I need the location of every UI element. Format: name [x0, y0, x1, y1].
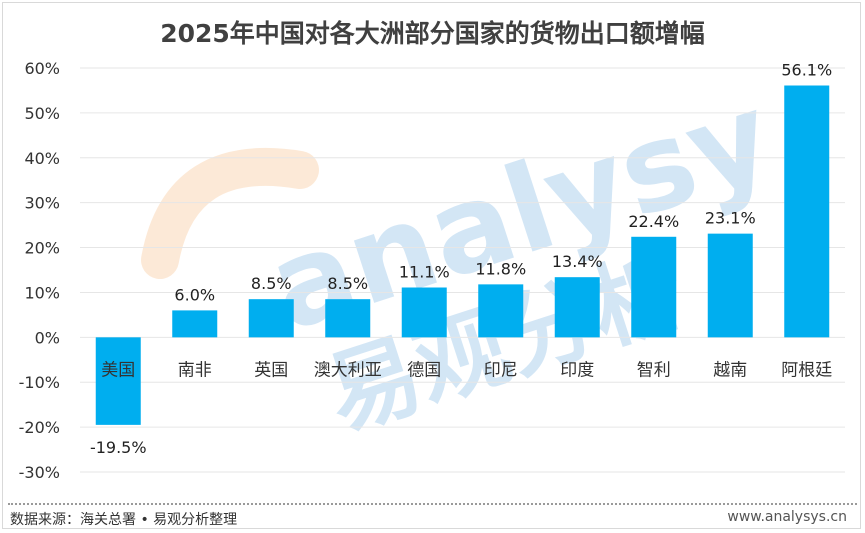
category-label: 英国 — [254, 360, 288, 380]
y-tick-label: 20% — [24, 239, 60, 258]
y-axis-ticks: 60% 50% 40% 30% 20% 10% 0% -10% -20% -30% — [19, 59, 60, 482]
y-tick-label: -30% — [19, 463, 60, 482]
data-label: 56.1% — [781, 61, 832, 80]
bar — [95, 337, 141, 425]
y-tick-label: 60% — [24, 59, 60, 78]
bar — [707, 233, 753, 338]
y-tick-label: 10% — [24, 283, 60, 302]
category-label: 德国 — [407, 360, 441, 380]
source-note: 数据来源：海关总署 • 易观分析整理 — [10, 512, 238, 528]
category-label: 阿根廷 — [781, 360, 832, 380]
y-tick-label: 30% — [24, 194, 60, 213]
y-tick-label: -10% — [19, 373, 60, 392]
category-label: 印度 — [560, 360, 594, 380]
data-label: 8.5% — [327, 274, 368, 293]
category-label: 美国 — [101, 360, 135, 380]
bars — [95, 85, 830, 425]
y-tick-label: 50% — [24, 104, 60, 123]
category-label: 越南 — [713, 360, 747, 380]
bar — [631, 236, 677, 338]
bar — [784, 85, 830, 338]
data-labels: -19.5% 6.0% 8.5% 8.5% 11.1% 11.8% 13.4% 22.4% 23… — [90, 61, 832, 457]
bar — [401, 287, 447, 338]
data-label: 23.1% — [705, 209, 756, 228]
data-label: 8.5% — [251, 274, 292, 293]
bar — [478, 284, 524, 338]
data-label: 11.1% — [399, 263, 450, 282]
category-labels: 美国 南非 英国 澳大利亚 德国 印尼 印度 智利 越南 阿根廷 — [101, 360, 832, 380]
bar-chart: 60% 50% 40% 30% 20% 10% 0% -10% -20% -30% -19.5% 6… — [19, 59, 845, 482]
site-url: www.analysys.cn — [727, 509, 847, 525]
y-tick-label: 40% — [24, 149, 60, 168]
data-label: -19.5% — [90, 438, 147, 457]
y-tick-label: 0% — [35, 328, 60, 347]
footer-divider — [8, 503, 857, 505]
category-label: 印尼 — [484, 360, 518, 380]
category-label: 智利 — [637, 360, 671, 380]
category-label: 澳大利亚 — [314, 360, 382, 380]
data-label: 11.8% — [475, 259, 526, 278]
bar — [554, 277, 600, 338]
bar — [248, 299, 294, 338]
chart-title: 2025年中国对各大洲部分国家的货物出口额增幅 — [160, 19, 705, 48]
bar — [172, 310, 218, 338]
y-tick-label: -20% — [19, 418, 60, 437]
category-label: 南非 — [178, 360, 212, 380]
data-label: 22.4% — [628, 212, 679, 231]
data-label: 6.0% — [174, 285, 215, 304]
bar — [325, 299, 371, 338]
data-label: 13.4% — [552, 252, 603, 271]
